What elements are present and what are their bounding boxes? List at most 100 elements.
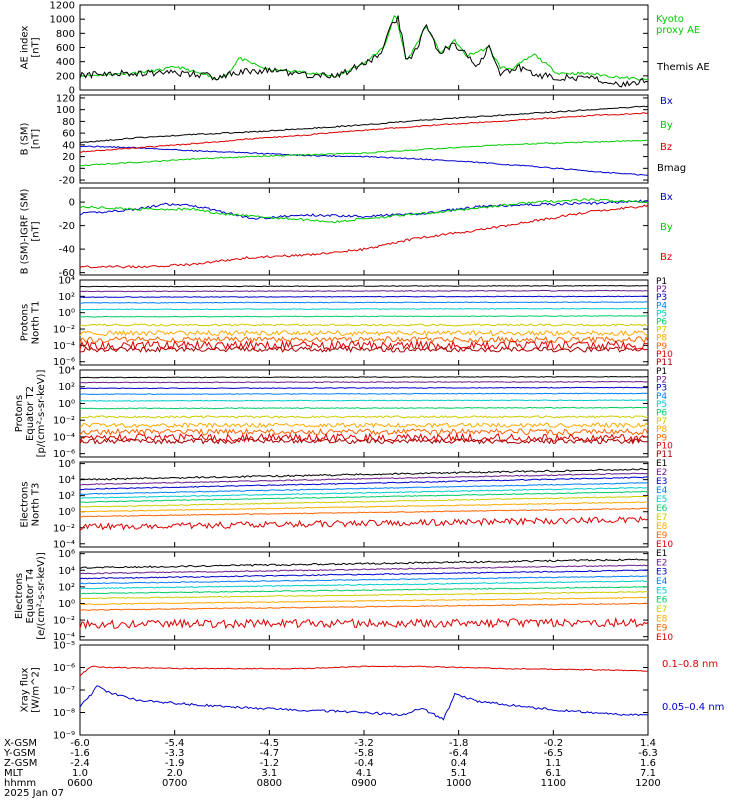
legend-label: E9 — [656, 531, 668, 541]
series-line-p10 — [79, 339, 649, 351]
ephemeris-row-label: Y-GSM — [3, 748, 36, 759]
y-axis-label: Xray flux — [20, 668, 31, 713]
ephemeris-value: 0.4 — [451, 758, 467, 769]
y-tick-label: 10⁰ — [58, 507, 75, 518]
y-tick-label: 10² — [58, 582, 75, 593]
y-axis-label: Electrons — [20, 481, 31, 527]
y-tick-label: 10⁻⁴ — [53, 432, 75, 443]
series-line-by — [79, 139, 649, 167]
y-tick-label: 10⁻² — [53, 416, 75, 427]
ephemeris-value: -5.4 — [165, 738, 185, 749]
legend-label: P5 — [656, 400, 667, 410]
ephemeris-value: 0700 — [162, 778, 187, 789]
y-tick-label: 10⁻⁶ — [53, 663, 75, 674]
ephemeris-value: -6.0 — [70, 738, 90, 749]
series-line-e7 — [79, 495, 649, 508]
series-line-p1 — [79, 284, 648, 288]
ephemeris-value: -6.5 — [544, 748, 564, 759]
legend-label: P11 — [656, 358, 673, 368]
y-tick-label: 80 — [62, 117, 75, 128]
y-tick-label: -40 — [59, 245, 75, 256]
legend-label: P2 — [656, 285, 667, 295]
series-line-kyoto-proxy-ae — [79, 14, 649, 81]
ephemeris-value: 0600 — [67, 778, 92, 789]
series-line-p9 — [79, 335, 649, 344]
series-line-bz — [79, 204, 649, 269]
ephemeris-value: 2.0 — [167, 768, 183, 779]
y-axis-label: Electrons — [14, 573, 25, 619]
series-line-e8 — [79, 596, 649, 606]
ephemeris-value: -1.8 — [449, 738, 469, 749]
ephemeris-value: 7.1 — [640, 768, 656, 779]
y-tick-label: 10⁰ — [58, 599, 75, 610]
series-line-p1 — [79, 375, 648, 379]
series-line-p3 — [79, 295, 649, 299]
legend-label: E7 — [656, 605, 667, 615]
series-line-p9 — [79, 427, 649, 436]
y-tick-label: 100 — [56, 105, 75, 116]
legend-label: Bmag — [657, 163, 686, 174]
legend-label: P7 — [656, 326, 667, 336]
y-tick-label: 400 — [56, 57, 75, 68]
legend-label: E10 — [656, 633, 673, 643]
y-tick-label: 10⁴ — [58, 566, 75, 577]
y-tick-label: 10⁶ — [58, 459, 75, 470]
y-tick-label: 10² — [58, 491, 75, 502]
panel-frame — [79, 644, 649, 736]
y-tick-label: 10⁴ — [58, 366, 75, 377]
legend-label: E3 — [656, 568, 667, 578]
ephemeris-value: -5.8 — [354, 748, 374, 759]
legend-label: P9 — [656, 342, 667, 352]
legend-label: P10 — [656, 350, 673, 360]
ephemeris-row-label: X-GSM — [4, 738, 37, 749]
legend-label: E7 — [656, 513, 667, 523]
y-tick-label: 200 — [56, 71, 75, 82]
ephemeris-value: -1.2 — [260, 758, 280, 769]
series-line-e6 — [79, 586, 649, 595]
panel-8: 10⁻⁵ 10⁻⁶ 10⁻⁷ 10⁻⁸ 10⁻⁹ Xray flux [W/m^2] 0.1–… — [20, 641, 725, 742]
y-tick-label: 10⁰ — [58, 399, 75, 410]
y-axis-label: [nT] — [31, 221, 42, 241]
legend-label: Themis AE — [656, 62, 710, 73]
ephemeris-value: 1.6 — [640, 758, 656, 769]
legend-label: E1 — [656, 459, 667, 469]
ephemeris-value: 4.1 — [356, 768, 372, 779]
legend-label: P7 — [656, 417, 667, 427]
y-tick-label: 10⁻² — [53, 616, 75, 627]
ephemeris-row-label: MLT — [4, 768, 24, 779]
series-line-e5 — [79, 580, 649, 590]
y-tick-label: -20 — [59, 176, 75, 187]
legend-label: E6 — [656, 596, 668, 606]
legend-label: P10 — [656, 442, 673, 452]
legend-label: Kyoto — [656, 14, 684, 25]
series-line-e3 — [79, 569, 649, 580]
series-line-p11 — [79, 437, 649, 445]
ephemeris-value: 0800 — [257, 778, 282, 789]
y-tick-label: 10⁻⁸ — [53, 708, 75, 719]
legend-label: P4 — [656, 392, 667, 402]
series-line-p2 — [79, 289, 649, 293]
ephemeris-value: -1.9 — [165, 758, 185, 769]
y-tick-label: 10⁻⁹ — [53, 731, 75, 742]
legend-label: E6 — [656, 504, 668, 514]
y-tick-label: 10⁶ — [58, 549, 75, 560]
y-tick-label: 40 — [62, 140, 75, 151]
y-tick-label: 10⁰ — [58, 308, 75, 319]
ephemeris-value: 1.1 — [545, 758, 561, 769]
panel-frame — [79, 551, 649, 641]
ephemeris-value: 1.4 — [640, 738, 656, 749]
series-line-e5 — [79, 486, 649, 499]
series-line-bz — [79, 112, 649, 153]
legend-label: P3 — [656, 293, 667, 303]
series-line-e9 — [79, 602, 649, 611]
series-line-p8 — [79, 329, 649, 337]
legend-label: E4 — [656, 577, 668, 587]
ephemeris-value: -6.4 — [449, 748, 469, 759]
series-line-themis-ae — [79, 15, 649, 88]
ephemeris-value: -0.4 — [354, 758, 374, 769]
legend-label: P1 — [656, 277, 667, 287]
y-tick-label: 0 — [69, 164, 75, 175]
legend-label: proxy AE — [656, 25, 700, 36]
legend-label: P11 — [656, 450, 673, 460]
